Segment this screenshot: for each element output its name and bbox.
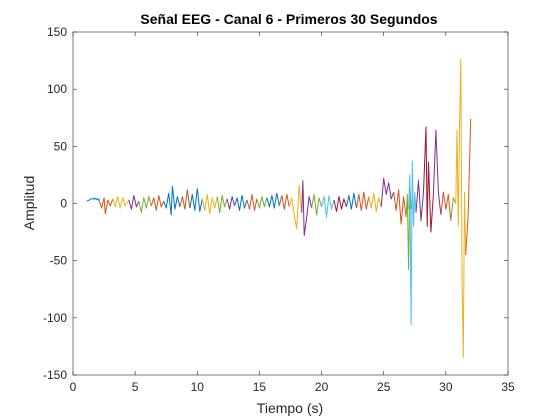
series-line-22 — [333, 196, 347, 212]
y-tick-label-0: -150 — [43, 368, 67, 382]
series-line-30 — [415, 180, 424, 222]
series-line-2 — [98, 197, 114, 215]
series-line-17 — [278, 193, 290, 210]
series-line-25 — [368, 192, 382, 212]
x-tick-label-3: 15 — [253, 380, 267, 394]
y-tick-label-1: -100 — [43, 311, 67, 325]
x-tick-label-6: 30 — [439, 380, 453, 394]
series-line-33 — [440, 191, 452, 221]
chart-title: Señal EEG - Canal 6 - Primeros 30 Segund… — [140, 11, 437, 27]
series-line-21 — [321, 195, 335, 218]
series-line-8 — [179, 189, 191, 210]
series-line-32 — [432, 129, 442, 215]
series-line-5 — [138, 196, 152, 214]
ticks-layer: 0 5 10 15 20 25 30 35 -150 -100 -50 0 50 100 150 — [43, 25, 515, 394]
x-tick-label-2: 10 — [191, 380, 205, 394]
series-line-36 — [465, 118, 472, 255]
series-line-6 — [150, 195, 165, 211]
x-tick-label-0: 0 — [70, 380, 77, 394]
series-line-3 — [112, 196, 130, 209]
y-tick-label-4: 50 — [54, 139, 68, 153]
y-tick-label-2: -50 — [50, 254, 68, 268]
series-line-31 — [423, 126, 434, 233]
series-line-9 — [189, 188, 203, 212]
series-line-4 — [128, 195, 140, 210]
series-line-20 — [311, 193, 323, 216]
series-line-12 — [226, 196, 236, 210]
y-axis-label: Amplitud — [21, 176, 37, 230]
series-line-13 — [234, 195, 248, 211]
series-line-29 — [408, 160, 417, 326]
series-line-35 — [455, 58, 467, 359]
series-line-15 — [256, 196, 268, 209]
y-tick-label-5: 100 — [47, 82, 67, 96]
x-tick-label-5: 25 — [377, 380, 391, 394]
x-tick-label-1: 5 — [132, 380, 139, 394]
series-line-16 — [266, 192, 280, 209]
x-tick-label-7: 35 — [501, 380, 515, 394]
series-line-34 — [450, 197, 457, 221]
y-tick-label-3: 0 — [60, 197, 67, 211]
series-line-7 — [163, 185, 181, 216]
x-axis-label: Tiempo (s) — [257, 400, 323, 416]
x-tick-label-4: 20 — [315, 380, 329, 394]
series-line-19 — [301, 180, 313, 236]
series-line-11 — [216, 195, 228, 214]
series-line-26 — [380, 177, 395, 207]
series-line-10 — [201, 193, 218, 215]
series-line-23 — [345, 192, 357, 210]
series-line-27 — [393, 189, 407, 225]
y-tick-label-6: 150 — [47, 25, 67, 39]
series-line-24 — [355, 191, 370, 211]
series-line-18 — [288, 184, 303, 230]
series-line-0 — [86, 198, 100, 202]
series-line-1 — [89, 197, 101, 200]
series-line-14 — [246, 193, 258, 211]
series-layer — [86, 58, 472, 359]
